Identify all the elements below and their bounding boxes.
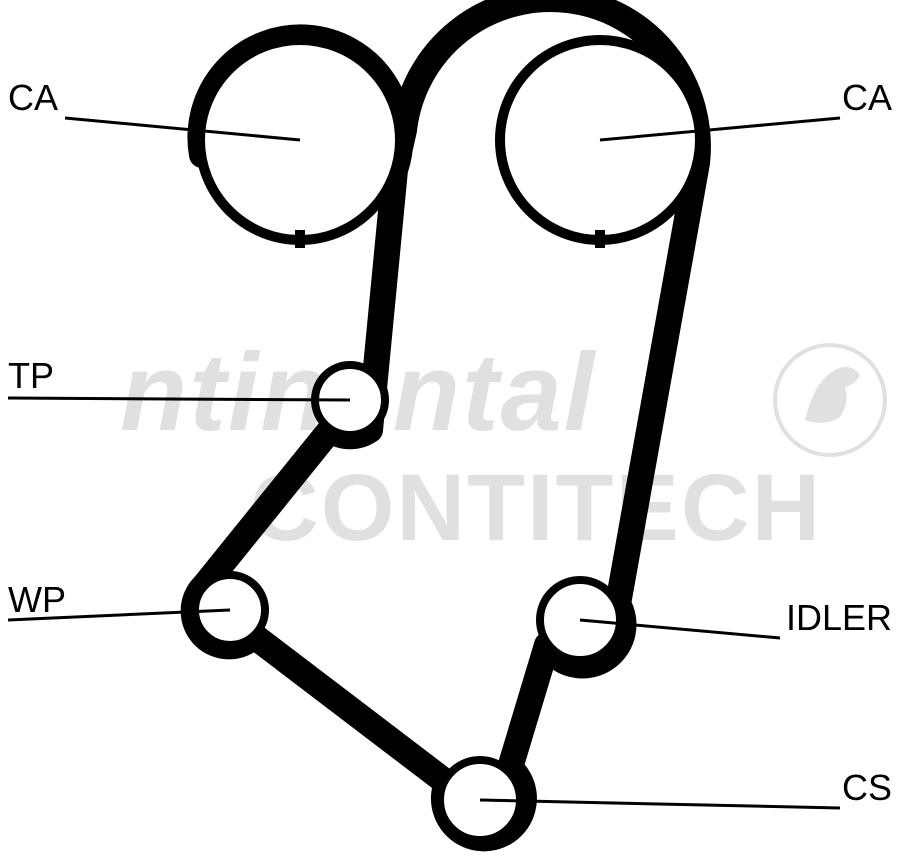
leader-tp xyxy=(8,398,350,400)
label-wp: WP xyxy=(8,579,66,620)
label-idler: IDLER xyxy=(786,597,892,638)
label-cs: CS xyxy=(842,767,892,808)
label-ca-right: CA xyxy=(842,77,892,118)
watermark-line2: CONTITECH xyxy=(250,455,822,561)
watermark: ntinental CONTITECH xyxy=(120,331,885,561)
watermark-logo xyxy=(775,345,885,455)
belt-routing-diagram: ntinental CONTITECH CA CA TP xyxy=(0,0,900,867)
label-ca-left: CA xyxy=(8,77,58,118)
keyway-ca-right xyxy=(595,230,605,248)
label-tp: TP xyxy=(8,355,54,396)
keyway-ca-left xyxy=(295,230,305,248)
